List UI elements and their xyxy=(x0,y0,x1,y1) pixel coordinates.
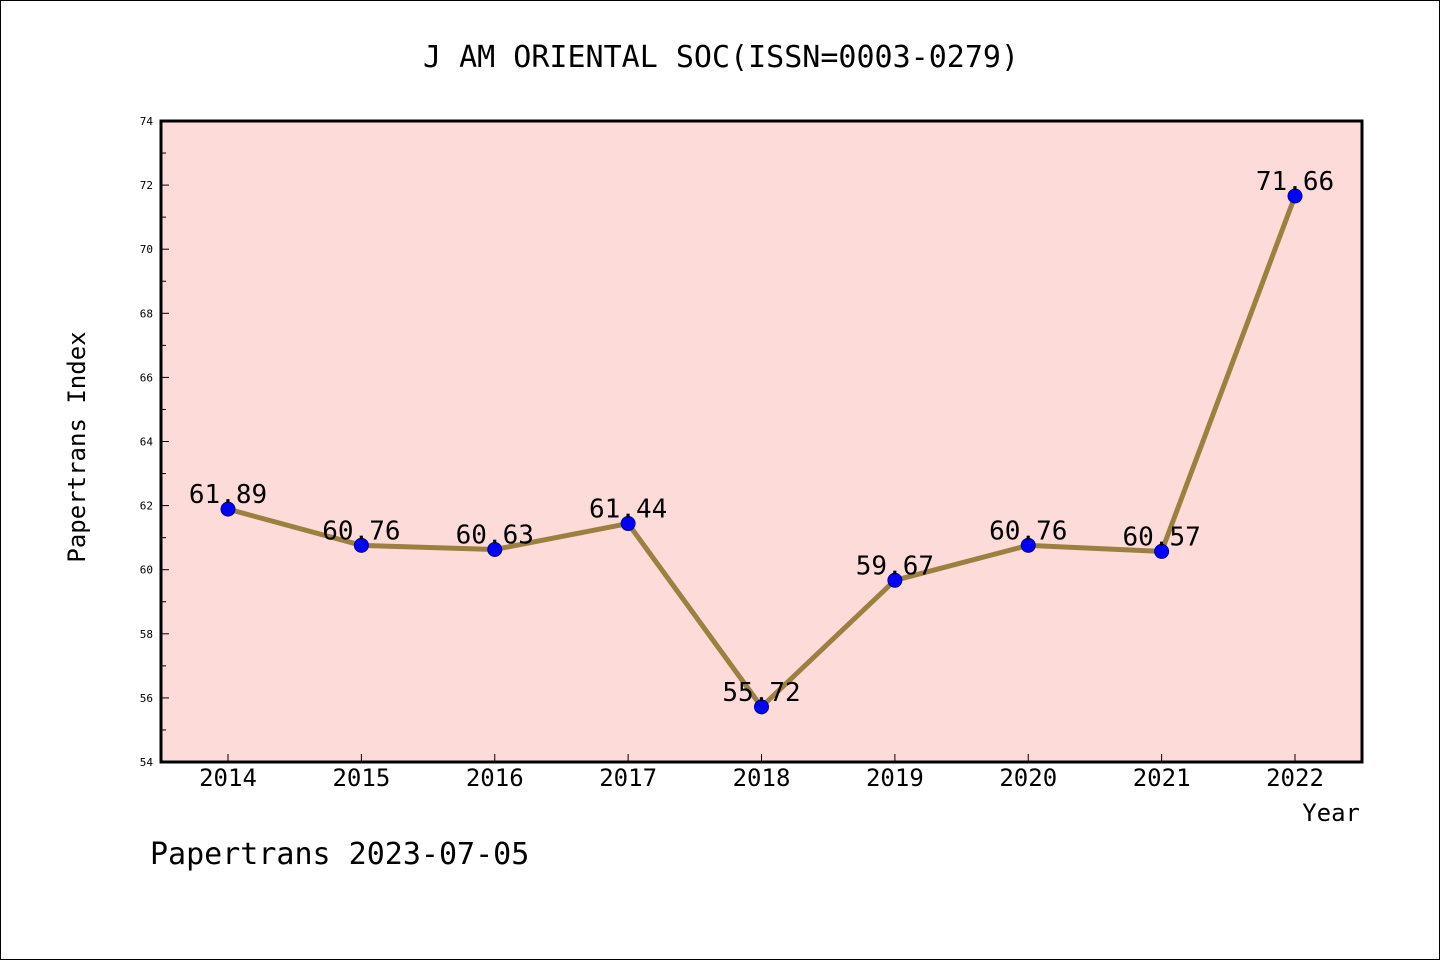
data-label-2019: 59.67 xyxy=(856,551,934,581)
y-tick-label: 72 xyxy=(140,179,153,192)
data-point-2018 xyxy=(754,699,769,715)
y-tick-label: 60 xyxy=(140,564,153,577)
x-tick-label: 2016 xyxy=(466,764,524,792)
y-tick-label: 56 xyxy=(140,692,153,705)
x-axis-label: Year xyxy=(1302,799,1360,827)
x-axis: 2014 2015 2016 2017 2018 2019 2020 2021 2022 xyxy=(199,754,1324,792)
x-tick-label: 2014 xyxy=(199,764,257,792)
data-label-2018: 55.72 xyxy=(722,678,800,708)
data-label-2016: 60.63 xyxy=(456,521,534,551)
x-tick-label: 2019 xyxy=(866,764,924,792)
data-point-2021 xyxy=(1154,543,1170,559)
y-tick-label: 70 xyxy=(140,243,153,256)
data-point-2022 xyxy=(1287,188,1303,204)
x-tick-label: 2018 xyxy=(733,764,791,792)
data-label-2017: 61.44 xyxy=(589,495,667,525)
data-labels: 61.89 60.76 60.63 61.44 55.72 59.67 60.76 60.57… xyxy=(189,167,1334,708)
y-tick-label: 54 xyxy=(140,756,154,769)
y-tick-label: 58 xyxy=(140,628,153,641)
plot-area xyxy=(159,119,1364,764)
data-label-2020: 60.76 xyxy=(989,516,1067,546)
y-tick-label: 66 xyxy=(140,371,153,384)
data-point-2017 xyxy=(620,516,636,532)
x-tick-label: 2017 xyxy=(599,764,657,792)
chart-title: J AM ORIENTAL SOC(ISSN=0003-0279) xyxy=(423,40,1019,75)
data-point-2016 xyxy=(487,542,503,558)
data-label-2022: 71.66 xyxy=(1256,167,1334,197)
data-label-2015: 60.76 xyxy=(322,516,400,546)
y-tick-label: 64 xyxy=(140,436,154,449)
x-tick-label: 2022 xyxy=(1266,764,1324,792)
y-tick-label: 62 xyxy=(140,500,153,513)
y-axis: 54 56 58 60 62 64 66 68 70 72 74 xyxy=(140,115,169,769)
x-tick-label: 2020 xyxy=(999,764,1057,792)
data-markers xyxy=(220,188,1303,715)
footer-source-date: Papertrans 2023-07-05 xyxy=(150,837,529,872)
data-label-2014: 61.89 xyxy=(189,480,267,510)
y-tick-label: 74 xyxy=(140,115,154,128)
data-label-2021: 60.57 xyxy=(1122,522,1200,552)
y-axis-label: Papertrans Index xyxy=(63,331,91,562)
data-point-2015 xyxy=(353,537,369,553)
x-tick-label: 2015 xyxy=(332,764,390,792)
data-point-2014 xyxy=(220,501,236,517)
x-tick-label: 2021 xyxy=(1133,764,1191,792)
y-tick-label: 68 xyxy=(140,307,153,320)
data-point-2019 xyxy=(887,572,903,588)
data-point-2020 xyxy=(1020,537,1036,553)
